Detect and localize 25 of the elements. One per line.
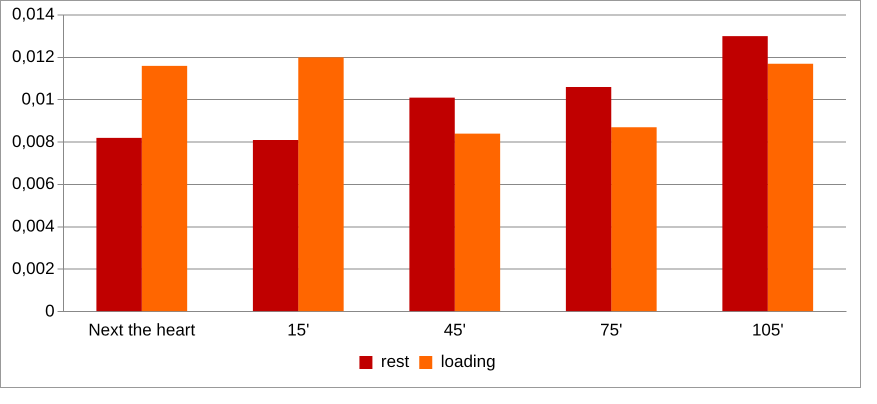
y-tick-label: 0,004 xyxy=(12,216,55,236)
bar xyxy=(96,138,142,312)
y-tick-label: 0,008 xyxy=(12,132,55,151)
x-tick-label: Next the heart xyxy=(88,320,196,340)
x-tick-label: 75' xyxy=(600,320,622,340)
legend-label: rest xyxy=(380,352,410,372)
x-tick-label: 105' xyxy=(752,320,784,340)
bar xyxy=(454,134,500,312)
x-tick-label: 45' xyxy=(444,320,466,340)
bar xyxy=(409,98,455,312)
y-tick-label: 0,012 xyxy=(12,47,55,66)
bar xyxy=(142,66,188,312)
legend-label: loading xyxy=(440,352,496,372)
bar xyxy=(298,57,344,312)
y-tick-label: 0,006 xyxy=(12,174,55,194)
y-tick-label: 0,002 xyxy=(12,258,55,278)
bar xyxy=(252,140,298,312)
x-tick-label: 15' xyxy=(287,320,310,340)
y-tick-label: 0,014 xyxy=(12,4,55,24)
y-tick-label: 0 xyxy=(45,301,55,320)
bar xyxy=(722,36,768,312)
bar xyxy=(611,127,657,312)
y-tick-label: 0,01 xyxy=(21,89,55,108)
bar xyxy=(566,87,612,312)
bar xyxy=(768,64,814,312)
